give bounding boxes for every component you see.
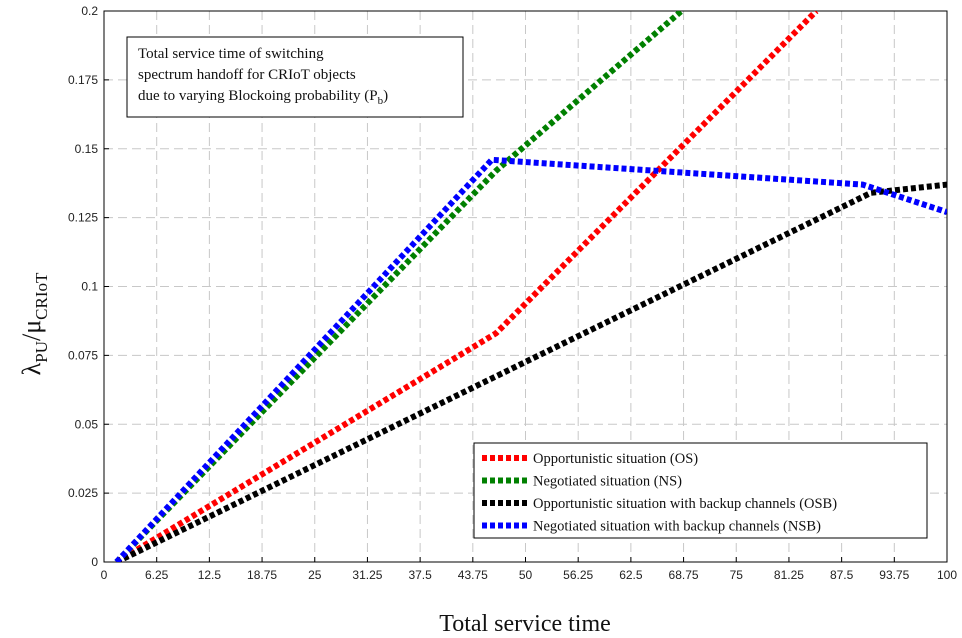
annotation-line-1: Total service time of switching: [138, 46, 324, 62]
x-tick-label: 100: [937, 568, 957, 582]
legend: Opportunistic situation (OS) Negotiated s…: [473, 442, 928, 539]
x-tick-label: 25: [308, 568, 322, 582]
y-tick-label: 0.075: [68, 348, 98, 362]
y-axis-mu: μ: [17, 320, 46, 334]
y-axis-slash: /: [17, 333, 46, 341]
y-axis-lambda-sub: PU: [32, 341, 51, 363]
series-line-3: [115, 181, 947, 562]
y-tick-label: 0.175: [68, 73, 98, 87]
x-tick-label: 43.75: [458, 568, 488, 582]
annotation-frame: [126, 36, 464, 118]
x-tick-label: 62.5: [619, 568, 643, 582]
y-tick-label: 0.125: [68, 211, 98, 225]
annotation-line-3: due to varying Blockoing probability (Pb…: [138, 88, 388, 107]
y-tick-label: 0.025: [68, 486, 98, 500]
legend-label-3: Opportunistic situation with backup chan…: [533, 496, 837, 512]
y-axis-mu-sub: CRIoT: [32, 272, 51, 320]
x-tick-label: 12.5: [198, 568, 222, 582]
y-tick-label: 0.15: [75, 142, 99, 156]
legend-frame: [473, 442, 928, 539]
y-tick-label: 0.05: [75, 417, 99, 431]
series-line-2: [114, 11, 684, 562]
x-tick-label: 68.75: [669, 568, 699, 582]
series-layer: [114, 11, 947, 562]
x-tick-label: 31.25: [352, 568, 382, 582]
annotation-line-3-sub: b: [378, 95, 384, 107]
x-tick-label: 93.75: [879, 568, 909, 582]
x-tick-label: 56.25: [563, 568, 593, 582]
y-axis-title: λPU/μCRIoT: [17, 272, 51, 375]
x-axis-title: Total service time: [439, 611, 611, 637]
y-tick-label: 0.1: [81, 280, 98, 294]
y-tick-labels: 0 0.025 0.05 0.075 0.1 0.125 0.15 0.175 0.2: [68, 4, 109, 569]
legend-items: Opportunistic situation (OS) Negotiated s…: [482, 451, 837, 535]
y-tick-label: 0: [91, 555, 98, 569]
legend-label-2: Negotiated situation (NS): [533, 474, 682, 490]
x-tick-label: 0: [101, 568, 108, 582]
x-tick-label: 18.75: [247, 568, 277, 582]
y-tick-label: 0.2: [81, 4, 98, 18]
series-line-4: [114, 156, 947, 562]
annotation-line-3-main: due to varying Blockoing probability (P: [138, 88, 378, 104]
legend-label-4: Negotiated situation with backup channel…: [533, 519, 821, 535]
y-axis-lambda: λ: [17, 362, 46, 375]
annotation-line-2: spectrum handoff for CRIoT objects: [138, 67, 356, 83]
x-tick-label: 87.5: [830, 568, 854, 582]
legend-label-1: Opportunistic situation (OS): [533, 451, 698, 467]
x-tick-label: 6.25: [145, 568, 169, 582]
x-tick-label: 75: [730, 568, 744, 582]
x-tick-label: 81.25: [774, 568, 804, 582]
series-line-1: [115, 11, 819, 562]
x-tick-label: 37.5: [408, 568, 432, 582]
x-tick-label: 50: [519, 568, 533, 582]
annotation-line-3-end: ): [383, 88, 388, 104]
x-tick-labels: 0 6.25 12.5 18.75 25 31.25 37.5 43.75 50 56.25 62.…: [101, 557, 957, 582]
annotation-box: Total service time of switching spectrum…: [126, 36, 464, 118]
